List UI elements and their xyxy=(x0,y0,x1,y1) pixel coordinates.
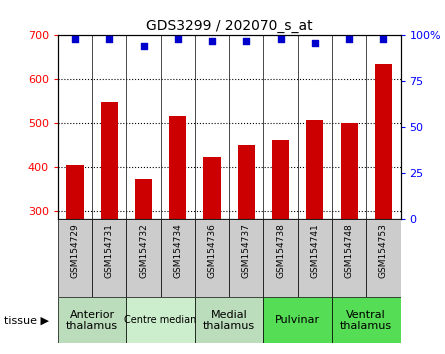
Text: Centre median: Centre median xyxy=(125,315,197,325)
Bar xyxy=(332,297,400,343)
Bar xyxy=(195,219,229,297)
Bar xyxy=(375,64,392,219)
Bar xyxy=(92,219,126,297)
Text: GSM154731: GSM154731 xyxy=(105,223,114,278)
Point xyxy=(243,38,250,44)
Point xyxy=(106,36,113,42)
Text: GSM154753: GSM154753 xyxy=(379,223,388,278)
Bar xyxy=(366,219,400,297)
Bar xyxy=(135,179,152,219)
Text: Pulvinar: Pulvinar xyxy=(275,315,320,325)
Text: GSM154737: GSM154737 xyxy=(242,223,251,278)
Bar xyxy=(229,219,263,297)
Bar xyxy=(238,145,255,219)
Text: GSM154748: GSM154748 xyxy=(344,223,354,278)
Title: GDS3299 / 202070_s_at: GDS3299 / 202070_s_at xyxy=(146,19,312,33)
Point xyxy=(174,36,182,42)
Text: GSM154738: GSM154738 xyxy=(276,223,285,278)
Text: tissue ▶: tissue ▶ xyxy=(4,315,49,325)
Text: GSM154741: GSM154741 xyxy=(310,223,320,278)
Bar xyxy=(195,297,263,343)
Point xyxy=(277,36,284,42)
Bar xyxy=(161,219,195,297)
Text: GSM154736: GSM154736 xyxy=(207,223,217,278)
Bar xyxy=(169,116,186,219)
Bar xyxy=(272,140,289,219)
Bar xyxy=(263,297,332,343)
Text: GSM154729: GSM154729 xyxy=(70,223,80,278)
Point xyxy=(346,36,353,42)
Point xyxy=(71,36,79,42)
Bar xyxy=(58,297,126,343)
Bar xyxy=(298,219,332,297)
Bar xyxy=(126,219,161,297)
Point xyxy=(209,38,216,44)
Point xyxy=(312,40,319,46)
Bar xyxy=(263,219,298,297)
Point xyxy=(380,36,387,42)
Bar xyxy=(332,219,366,297)
Bar xyxy=(126,297,195,343)
Text: Medial
thalamus: Medial thalamus xyxy=(203,309,255,331)
Bar xyxy=(58,219,92,297)
Text: GSM154732: GSM154732 xyxy=(139,223,148,278)
Bar xyxy=(203,157,221,219)
Bar xyxy=(66,165,84,219)
Point xyxy=(140,44,147,49)
Bar xyxy=(101,102,118,219)
Bar xyxy=(306,120,324,219)
Text: Ventral
thalamus: Ventral thalamus xyxy=(340,309,392,331)
Text: GSM154734: GSM154734 xyxy=(173,223,182,278)
Bar xyxy=(340,124,358,219)
Text: Anterior
thalamus: Anterior thalamus xyxy=(66,309,118,331)
